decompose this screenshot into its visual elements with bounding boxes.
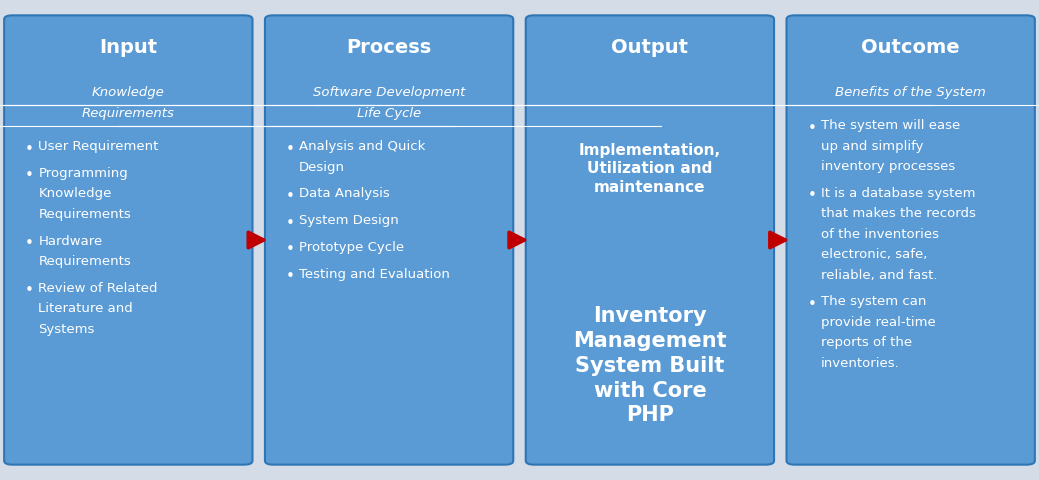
Text: Analysis and Quick: Analysis and Quick [299, 140, 426, 153]
Text: •: • [286, 269, 295, 284]
Text: It is a database system: It is a database system [821, 187, 976, 200]
Text: Hardware: Hardware [38, 235, 103, 248]
FancyBboxPatch shape [787, 15, 1035, 465]
Text: •: • [286, 242, 295, 257]
Text: Outcome: Outcome [861, 38, 960, 58]
Text: Input: Input [100, 38, 157, 58]
Text: •: • [286, 142, 295, 156]
Text: The system will ease: The system will ease [821, 120, 960, 132]
Text: of the inventories: of the inventories [821, 228, 939, 241]
Text: Knowledge: Knowledge [38, 187, 112, 201]
Text: Literature and: Literature and [38, 302, 133, 315]
Text: The system can: The system can [821, 296, 926, 309]
Text: that makes the records: that makes the records [821, 207, 976, 220]
Text: Testing and Evaluation: Testing and Evaluation [299, 268, 450, 281]
Text: Programming: Programming [38, 167, 128, 180]
Text: Requirements: Requirements [38, 208, 131, 221]
Text: Implementation,
Utilization and
maintenance: Implementation, Utilization and maintena… [579, 143, 721, 195]
Text: provide real-time: provide real-time [821, 316, 935, 329]
Text: •: • [807, 297, 817, 312]
FancyBboxPatch shape [526, 15, 774, 465]
Text: •: • [286, 189, 295, 204]
Text: •: • [286, 216, 295, 231]
Text: reports of the: reports of the [821, 336, 912, 349]
Text: inventories.: inventories. [821, 357, 900, 370]
Text: Process: Process [346, 38, 432, 58]
Text: •: • [807, 121, 817, 136]
Text: inventory processes: inventory processes [821, 160, 955, 173]
Text: Inventory
Management
System Built
with Core
PHP: Inventory Management System Built with C… [574, 306, 726, 425]
Text: System Design: System Design [299, 214, 399, 227]
Text: •: • [25, 142, 34, 156]
Text: electronic, safe,: electronic, safe, [821, 248, 927, 261]
Text: •: • [25, 236, 34, 251]
Text: Life Cycle: Life Cycle [357, 108, 421, 120]
Text: Systems: Systems [38, 323, 95, 336]
Text: Review of Related: Review of Related [38, 282, 158, 295]
Text: Data Analysis: Data Analysis [299, 187, 390, 201]
FancyBboxPatch shape [265, 15, 513, 465]
FancyBboxPatch shape [4, 15, 252, 465]
Text: Output: Output [611, 38, 689, 58]
Text: Knowledge: Knowledge [91, 86, 165, 99]
Text: up and simplify: up and simplify [821, 140, 924, 153]
Text: •: • [25, 283, 34, 299]
Text: •: • [807, 188, 817, 204]
Text: Requirements: Requirements [82, 108, 175, 120]
Text: Benefits of the System: Benefits of the System [835, 86, 986, 99]
Text: Software Development: Software Development [313, 86, 465, 99]
Text: Requirements: Requirements [38, 255, 131, 268]
Text: Design: Design [299, 161, 345, 174]
Text: reliable, and fast.: reliable, and fast. [821, 269, 937, 282]
Text: •: • [25, 168, 34, 183]
Text: Prototype Cycle: Prototype Cycle [299, 241, 404, 254]
Text: User Requirement: User Requirement [38, 140, 159, 153]
